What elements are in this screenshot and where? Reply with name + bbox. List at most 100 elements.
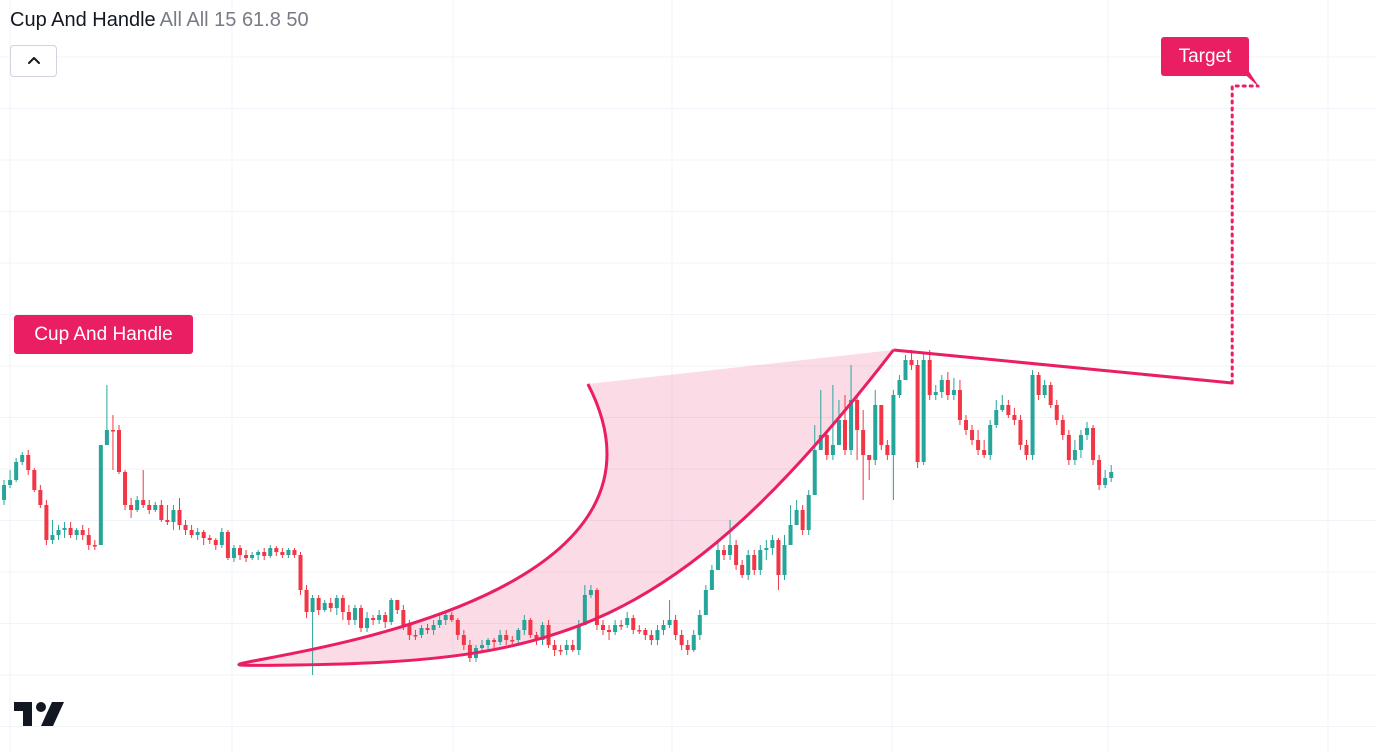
candle <box>304 585 309 618</box>
candle-body <box>867 455 872 460</box>
candle-body <box>752 555 757 570</box>
candle-body <box>794 510 799 525</box>
candle-body <box>443 615 448 620</box>
candle-body <box>449 615 454 620</box>
candle <box>322 600 327 612</box>
candle-body <box>945 380 950 395</box>
candle <box>625 612 630 628</box>
candle-body <box>607 630 612 632</box>
candle-body <box>286 550 291 555</box>
candle-body <box>389 600 394 622</box>
candle-body <box>238 548 242 555</box>
candle <box>1109 465 1114 482</box>
candle <box>346 605 351 625</box>
collapse-legend-button[interactable] <box>10 45 57 77</box>
candle <box>449 612 454 622</box>
candle <box>540 622 545 645</box>
candle-body <box>510 640 515 642</box>
candle-body <box>80 530 85 535</box>
candle-body <box>44 505 49 540</box>
candle-body <box>123 472 128 505</box>
candle <box>1103 470 1108 488</box>
candle-body <box>231 548 236 558</box>
candle <box>443 612 448 625</box>
candle <box>104 385 109 445</box>
candle <box>1085 422 1089 440</box>
candle-body <box>903 360 908 380</box>
candle <box>945 372 950 400</box>
candle <box>177 498 182 530</box>
candle <box>195 528 200 540</box>
candle-body <box>625 618 630 625</box>
candle <box>1024 440 1029 460</box>
candle <box>564 640 569 655</box>
candle <box>1078 430 1083 458</box>
candle <box>419 625 424 638</box>
candle-body <box>480 645 484 648</box>
candle-body <box>56 530 61 535</box>
candle <box>746 550 751 580</box>
candle <box>1091 425 1096 465</box>
candle <box>1018 415 1023 450</box>
candle-body <box>540 625 545 640</box>
candle <box>885 440 890 460</box>
candle-body <box>62 528 67 530</box>
candle-body <box>649 635 654 640</box>
candle-body <box>613 625 618 632</box>
candle <box>1048 382 1053 408</box>
candle <box>1000 395 1005 412</box>
candle-body <box>673 620 678 635</box>
candle <box>352 605 357 625</box>
candle-body <box>189 530 194 535</box>
candle-body <box>582 595 587 625</box>
candle <box>709 565 714 590</box>
candle <box>256 550 261 560</box>
candle-body <box>637 630 642 632</box>
candle <box>1012 408 1017 425</box>
candle-body <box>298 555 303 590</box>
indicator-legend[interactable]: Cup And Handle All All 15 61.8 50 <box>10 9 309 32</box>
candle-body <box>655 630 660 640</box>
candle-body <box>843 420 847 450</box>
candle <box>171 505 176 530</box>
candle <box>582 585 587 625</box>
candle <box>328 598 333 612</box>
candle-body <box>201 532 206 538</box>
candle <box>957 380 962 425</box>
candle <box>461 630 466 650</box>
candle <box>431 620 436 635</box>
candle <box>764 540 769 560</box>
candle <box>601 620 605 635</box>
candle <box>334 595 339 615</box>
candle-body <box>32 470 37 490</box>
candle-body <box>830 445 835 455</box>
candle <box>933 385 938 400</box>
candle-body <box>909 360 914 365</box>
candle-body <box>322 603 327 610</box>
candle <box>383 612 388 628</box>
candle-body <box>740 565 745 575</box>
candle <box>189 525 194 538</box>
candle-body <box>849 400 854 450</box>
candle <box>201 530 206 545</box>
candle-body <box>492 640 497 642</box>
candle-body <box>274 548 279 552</box>
candle <box>1097 455 1102 490</box>
candle-body <box>709 570 714 590</box>
candle <box>613 620 618 635</box>
candle-body <box>1012 415 1017 420</box>
candle-body <box>110 430 115 432</box>
candle <box>286 548 291 558</box>
candle-body <box>328 603 333 608</box>
candle-body <box>1006 405 1011 415</box>
candle <box>643 628 648 640</box>
candle <box>1036 372 1041 400</box>
tradingview-logo[interactable] <box>14 700 64 728</box>
indicator-name[interactable]: Cup And Handle <box>10 9 156 31</box>
candle <box>673 615 678 640</box>
candle-body <box>661 625 666 630</box>
indicator-params: All All 15 61.8 50 <box>159 9 309 31</box>
candle <box>734 540 739 570</box>
